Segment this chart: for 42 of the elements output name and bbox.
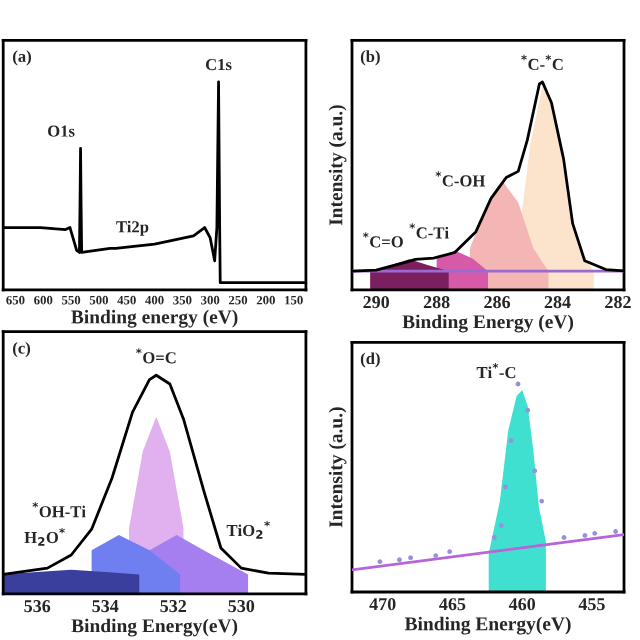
x-tick-label: 284 bbox=[544, 296, 571, 309]
annotation: $^{*}$C-Ti bbox=[409, 223, 449, 239]
x-axis-title: Binding energy (eV) bbox=[71, 309, 238, 328]
point bbox=[447, 549, 453, 555]
x-tick-label: 455 bbox=[578, 598, 605, 611]
x-tick-label: 460 bbox=[508, 598, 536, 611]
x-axis-title: Binding Energy (eV) bbox=[402, 314, 574, 333]
annotation: $^{*}$O=C bbox=[135, 348, 176, 364]
point bbox=[532, 468, 538, 474]
x-tick-label: 532 bbox=[160, 600, 187, 613]
annotation: $^{*}$C-$^{*}$C bbox=[521, 54, 563, 71]
text: (c) bbox=[13, 342, 31, 358]
annotation: $^{*}$C=O bbox=[362, 232, 403, 248]
annotation: O1s bbox=[48, 125, 75, 137]
x-tick-label: 290 bbox=[363, 296, 390, 309]
point bbox=[377, 559, 383, 565]
annotation: H$_{2}$O$^{*}$ bbox=[24, 527, 65, 546]
x-tick-label: 534 bbox=[92, 600, 119, 613]
y-axis-title: Intensity (a.u.) bbox=[328, 407, 347, 528]
annotation: Ti2p bbox=[116, 220, 149, 236]
x-tick-label: 288 bbox=[423, 296, 450, 309]
x-tick-label: 536 bbox=[24, 600, 51, 613]
text: (b) bbox=[360, 50, 380, 66]
point bbox=[539, 498, 545, 504]
point bbox=[525, 407, 531, 413]
x-tick-label: 282 bbox=[605, 296, 631, 309]
x-tick-label: 470 bbox=[369, 598, 396, 611]
x-tick-label: 530 bbox=[228, 600, 255, 613]
text: (a) bbox=[13, 50, 31, 66]
x-tick-label: 286 bbox=[484, 296, 511, 309]
x-axis-title: Binding Energy(eV) bbox=[71, 618, 238, 637]
annotation: $^{*}$C-OH bbox=[435, 171, 486, 187]
point bbox=[592, 530, 598, 536]
annotation: C1s bbox=[205, 59, 232, 71]
annotation: Ti$^{*}$-C bbox=[476, 362, 516, 379]
y-axis-title: Intensity (a.u.) bbox=[328, 105, 347, 226]
annotation: $^{*}$OH-Ti bbox=[32, 502, 86, 518]
x-axis-title: Binding Energy(eV) bbox=[404, 616, 571, 635]
annotation: TiO$_{2}$$^{*}$ bbox=[226, 520, 270, 539]
point bbox=[433, 553, 439, 559]
x-tick-label: 465 bbox=[439, 598, 466, 611]
text: (d) bbox=[360, 352, 380, 368]
